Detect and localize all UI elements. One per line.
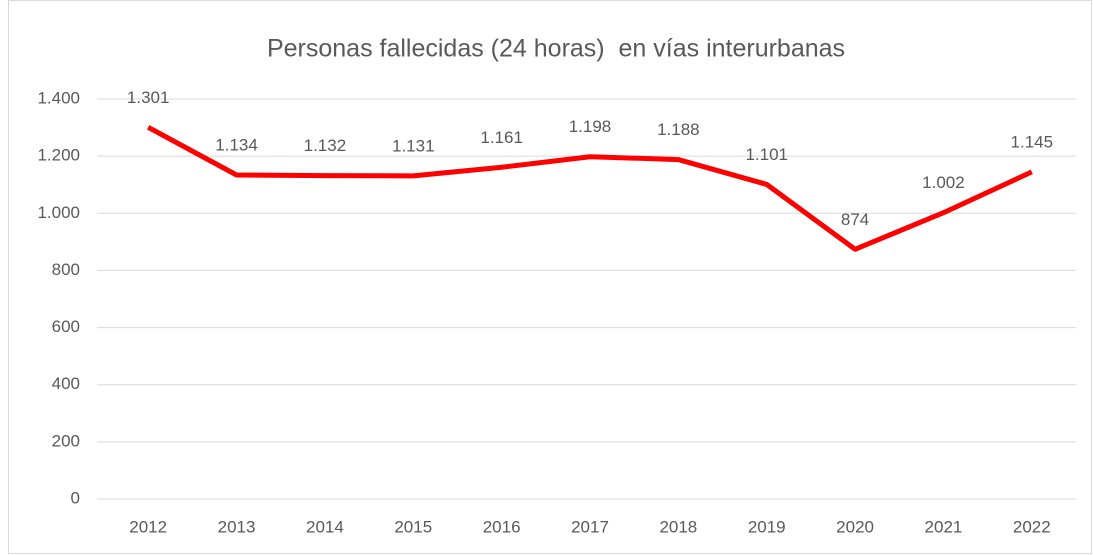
data-label: 1.188: [657, 120, 700, 139]
y-tick-label: 600: [52, 317, 80, 336]
y-tick-label: 1.200: [37, 146, 80, 165]
data-label: 1.132: [304, 136, 347, 155]
data-label: 1.301: [127, 88, 170, 107]
data-label: 1.101: [745, 145, 788, 164]
data-label: 1.134: [215, 135, 258, 154]
x-tick-label: 2012: [129, 517, 167, 536]
x-tick-label: 2013: [218, 517, 256, 536]
data-label: 1.145: [1011, 132, 1054, 151]
x-tick-label: 2021: [925, 517, 963, 536]
data-label: 1.161: [480, 128, 523, 147]
x-tick-label: 2022: [1013, 517, 1051, 536]
x-tick-label: 2020: [836, 517, 874, 536]
chart-title: Personas fallecidas (24 horas) en vías i…: [267, 35, 845, 63]
x-tick-label: 2016: [483, 517, 521, 536]
x-tick-label: 2019: [748, 517, 786, 536]
data-label: 1.002: [922, 173, 965, 192]
data-line: [146, 125, 1033, 252]
x-tick-label: 2014: [306, 517, 344, 536]
y-tick-label: 400: [52, 374, 80, 393]
y-tick-label: 0: [71, 488, 80, 507]
y-tick-label: 200: [52, 431, 80, 450]
x-tick-label: 2018: [659, 517, 697, 536]
y-tick-label: 1.000: [37, 203, 80, 222]
x-tick-label: 2015: [394, 517, 432, 536]
data-label: 1.198: [569, 117, 612, 136]
y-tick-label: 1.400: [37, 88, 80, 107]
data-label: 1.131: [392, 136, 435, 155]
x-tick-label: 2017: [571, 517, 609, 536]
chart-border: [8, 0, 1092, 554]
data-label: 874: [841, 210, 869, 229]
y-tick-label: 800: [52, 260, 80, 279]
